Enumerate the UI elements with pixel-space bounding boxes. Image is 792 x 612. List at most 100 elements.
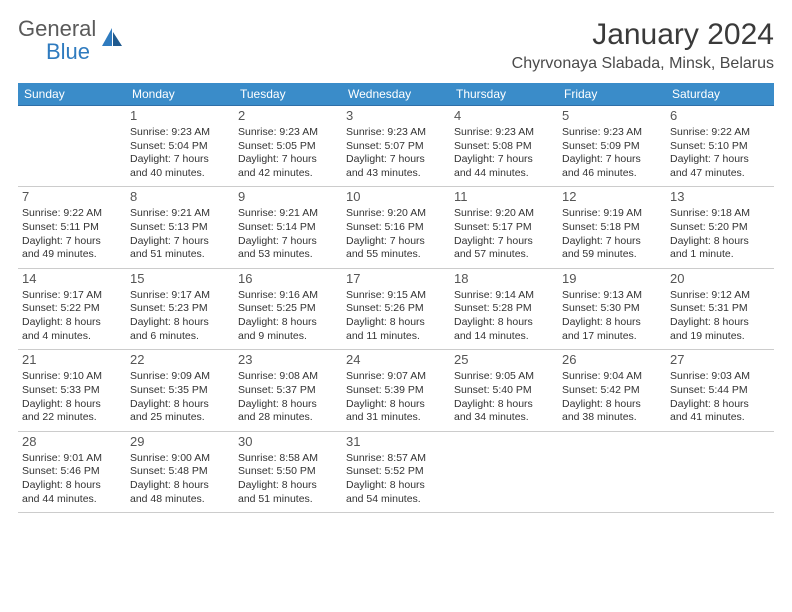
daylight1-text: Daylight: 8 hours [130,316,230,330]
day-number: 4 [454,108,554,125]
day-number: 21 [22,352,122,369]
sunset-text: Sunset: 5:11 PM [22,221,122,235]
daylight2-text: and 28 minutes. [238,411,338,425]
sunrise-text: Sunrise: 9:23 AM [238,126,338,140]
day-number: 30 [238,434,338,451]
daylight2-text: and 14 minutes. [454,330,554,344]
sail-icon [100,26,124,55]
title-block: January 2024 Chyrvonaya Slabada, Minsk, … [512,18,774,73]
day-cell: 28Sunrise: 9:01 AMSunset: 5:46 PMDayligh… [18,431,126,512]
day-number: 5 [562,108,662,125]
day-cell: 31Sunrise: 8:57 AMSunset: 5:52 PMDayligh… [342,431,450,512]
day-cell [666,431,774,512]
day-number: 31 [346,434,446,451]
sunrise-text: Sunrise: 9:23 AM [562,126,662,140]
day-number: 2 [238,108,338,125]
sunset-text: Sunset: 5:25 PM [238,302,338,316]
daylight1-text: Daylight: 7 hours [238,235,338,249]
sunrise-text: Sunrise: 9:07 AM [346,370,446,384]
sunset-text: Sunset: 5:50 PM [238,465,338,479]
daylight1-text: Daylight: 7 hours [454,235,554,249]
sunrise-text: Sunrise: 9:05 AM [454,370,554,384]
sunset-text: Sunset: 5:14 PM [238,221,338,235]
day-cell: 1Sunrise: 9:23 AMSunset: 5:04 PMDaylight… [126,106,234,187]
daylight2-text: and 6 minutes. [130,330,230,344]
day-number: 9 [238,189,338,206]
daylight2-text: and 43 minutes. [346,167,446,181]
day-cell: 15Sunrise: 9:17 AMSunset: 5:23 PMDayligh… [126,268,234,349]
daylight1-text: Daylight: 8 hours [238,479,338,493]
daylight1-text: Daylight: 7 hours [454,153,554,167]
day-cell: 8Sunrise: 9:21 AMSunset: 5:13 PMDaylight… [126,187,234,268]
sunset-text: Sunset: 5:23 PM [130,302,230,316]
day-cell [558,431,666,512]
day-cell: 19Sunrise: 9:13 AMSunset: 5:30 PMDayligh… [558,268,666,349]
daylight1-text: Daylight: 8 hours [22,479,122,493]
day-number: 3 [346,108,446,125]
brand-logo: General Blue [18,18,124,64]
day-cell: 23Sunrise: 9:08 AMSunset: 5:37 PMDayligh… [234,350,342,431]
sunrise-text: Sunrise: 9:10 AM [22,370,122,384]
daylight2-text: and 51 minutes. [130,248,230,262]
sunrise-text: Sunrise: 9:16 AM [238,289,338,303]
day-number: 20 [670,271,770,288]
sunrise-text: Sunrise: 9:21 AM [238,207,338,221]
sunset-text: Sunset: 5:16 PM [346,221,446,235]
day-number: 10 [346,189,446,206]
sunset-text: Sunset: 5:35 PM [130,384,230,398]
daylight2-text: and 47 minutes. [670,167,770,181]
day-number: 13 [670,189,770,206]
weekday-header: Thursday [450,83,558,106]
sunrise-text: Sunrise: 9:00 AM [130,452,230,466]
calendar-page: General Blue January 2024 Chyrvonaya Sla… [0,0,792,612]
daylight2-text: and 31 minutes. [346,411,446,425]
daylight2-text: and 22 minutes. [22,411,122,425]
day-number: 11 [454,189,554,206]
week-row: 14Sunrise: 9:17 AMSunset: 5:22 PMDayligh… [18,268,774,349]
week-row: 1Sunrise: 9:23 AMSunset: 5:04 PMDaylight… [18,106,774,187]
day-number: 22 [130,352,230,369]
sunset-text: Sunset: 5:20 PM [670,221,770,235]
sunset-text: Sunset: 5:48 PM [130,465,230,479]
day-cell: 25Sunrise: 9:05 AMSunset: 5:40 PMDayligh… [450,350,558,431]
sunset-text: Sunset: 5:17 PM [454,221,554,235]
daylight2-text: and 41 minutes. [670,411,770,425]
daylight1-text: Daylight: 8 hours [22,316,122,330]
sunrise-text: Sunrise: 9:15 AM [346,289,446,303]
daylight2-text: and 59 minutes. [562,248,662,262]
day-cell: 13Sunrise: 9:18 AMSunset: 5:20 PMDayligh… [666,187,774,268]
sunset-text: Sunset: 5:05 PM [238,140,338,154]
daylight1-text: Daylight: 7 hours [130,235,230,249]
daylight2-text: and 46 minutes. [562,167,662,181]
sunrise-text: Sunrise: 9:23 AM [130,126,230,140]
week-row: 28Sunrise: 9:01 AMSunset: 5:46 PMDayligh… [18,431,774,512]
daylight1-text: Daylight: 8 hours [22,398,122,412]
day-cell: 29Sunrise: 9:00 AMSunset: 5:48 PMDayligh… [126,431,234,512]
daylight2-text: and 51 minutes. [238,493,338,507]
daylight2-text: and 44 minutes. [22,493,122,507]
sunrise-text: Sunrise: 9:19 AM [562,207,662,221]
day-cell: 4Sunrise: 9:23 AMSunset: 5:08 PMDaylight… [450,106,558,187]
day-cell: 21Sunrise: 9:10 AMSunset: 5:33 PMDayligh… [18,350,126,431]
day-number: 19 [562,271,662,288]
daylight2-text: and 19 minutes. [670,330,770,344]
sunrise-text: Sunrise: 9:20 AM [346,207,446,221]
weekday-header: Friday [558,83,666,106]
day-number: 27 [670,352,770,369]
daylight1-text: Daylight: 7 hours [346,235,446,249]
daylight1-text: Daylight: 8 hours [346,316,446,330]
sunset-text: Sunset: 5:44 PM [670,384,770,398]
daylight2-text: and 55 minutes. [346,248,446,262]
sunrise-text: Sunrise: 9:17 AM [130,289,230,303]
daylight2-text: and 42 minutes. [238,167,338,181]
sunset-text: Sunset: 5:30 PM [562,302,662,316]
daylight1-text: Daylight: 8 hours [454,316,554,330]
sunrise-text: Sunrise: 9:22 AM [22,207,122,221]
sunrise-text: Sunrise: 9:04 AM [562,370,662,384]
day-number: 28 [22,434,122,451]
day-number: 1 [130,108,230,125]
sunrise-text: Sunrise: 9:12 AM [670,289,770,303]
daylight1-text: Daylight: 7 hours [238,153,338,167]
sunset-text: Sunset: 5:46 PM [22,465,122,479]
daylight1-text: Daylight: 8 hours [346,479,446,493]
